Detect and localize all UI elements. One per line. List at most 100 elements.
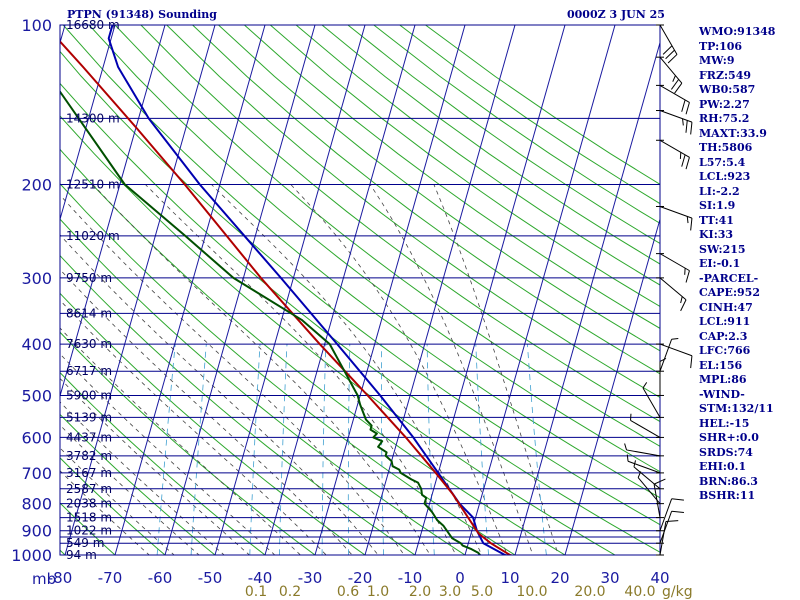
pressure-tick-label: 700 (21, 464, 52, 483)
wind-barb-staff (633, 466, 661, 490)
pressure-tick-label: 200 (21, 176, 52, 195)
isotherm (60, 25, 66, 45)
mixing-ratio-label: 10.0 (516, 584, 547, 600)
mixing-ratio-label: 0.2 (279, 584, 301, 600)
temperature-profile (107, 25, 511, 555)
moist-adiabat (92, 184, 431, 555)
wind-barb-flag (690, 218, 693, 231)
index-item: CAP:2.3 (699, 329, 748, 343)
valid-time: 0000Z 3 JUN 25 (567, 8, 665, 21)
wind-barb-flag (685, 120, 688, 133)
mixing-ratio-line (156, 344, 176, 555)
dry-adiabat (140, 25, 660, 423)
temperature-tick-label: -80 (48, 569, 73, 587)
dry-adiabat (60, 502, 116, 555)
isotherm (0, 13, 18, 566)
mixing-ratio-line (278, 344, 288, 555)
wind-barb-flag (685, 157, 690, 170)
height-label: 14300 m (66, 111, 120, 125)
temperature-tick-label: -50 (198, 569, 223, 587)
height-label: 9750 m (66, 271, 112, 285)
wind-barb-staff (659, 206, 693, 219)
height-label: 2038 m (66, 497, 112, 511)
mixing-ratio-label: 0.6 (337, 584, 359, 600)
height-label: 3782 m (66, 449, 112, 463)
dry-adiabat (62, 25, 660, 499)
wind-barb-flag (686, 216, 689, 224)
wind-barb-flag (662, 45, 673, 55)
moist-adiabat (145, 184, 457, 555)
wind-barb-staff (642, 387, 661, 418)
dry-adiabat (88, 25, 660, 473)
wind-barb (626, 454, 664, 474)
wind-barb (656, 277, 687, 312)
dry-adiabat (60, 115, 616, 555)
moist-adiabat (60, 234, 379, 555)
temperature-tick-label: 20 (550, 569, 569, 587)
wind-barb-flag (690, 355, 693, 369)
index-item: MPL:86 (699, 373, 747, 386)
index-item: STM:132/11 (699, 402, 774, 415)
dry-adiabat (60, 292, 366, 555)
index-item: HEL:-15 (699, 416, 750, 430)
wind-barb-flag (672, 75, 676, 82)
wind-barb-staff (627, 460, 661, 474)
index-item: SW:215 (699, 242, 746, 256)
wind-barb (656, 358, 667, 396)
wind-barb (656, 253, 690, 283)
wind-barb (656, 337, 679, 372)
wind-barb-flag (671, 498, 684, 501)
index-item: FRZ:549 (699, 68, 752, 82)
wind-barb-staff (659, 277, 687, 301)
moist-adiabat (60, 424, 200, 555)
dry-adiabat (269, 25, 660, 308)
wind-barb-flag (685, 102, 690, 115)
index-item: EL:156 (699, 358, 743, 372)
mixing-ratio-line (249, 344, 261, 555)
wind-barb (656, 205, 693, 231)
mixing-ratio-label: 3.0 (439, 584, 461, 600)
index-item: LI:-2.2 (699, 184, 740, 198)
wind-barb-staff (659, 253, 690, 272)
height-label: 1022 m (66, 524, 112, 538)
height-label: 1518 m (66, 511, 112, 525)
wind-barb-flag (626, 454, 629, 462)
dry-adiabat (114, 25, 660, 447)
moist-adiabat (60, 447, 175, 555)
isotherm (60, 25, 166, 398)
isotherm (514, 40, 660, 555)
dry-adiabat (60, 182, 516, 555)
index-item: -WIND- (699, 387, 745, 401)
wind-barb-flag (659, 358, 667, 362)
dry-adiabat (60, 50, 660, 526)
isotherm (314, 25, 466, 555)
wind-barb-staff (659, 139, 690, 158)
wind-barb-staff (659, 56, 683, 84)
index-item: CAPE:952 (699, 286, 760, 299)
dry-adiabat (244, 25, 660, 329)
temperature-tick-label: -40 (248, 569, 273, 587)
mixing-ratio-label: 20.0 (574, 584, 605, 600)
index-item: TT:41 (699, 213, 734, 227)
wind-barb-staff (630, 419, 661, 438)
isotherm (60, 25, 116, 222)
height-label: 3167 m (66, 466, 112, 480)
wind-barb-staff (659, 84, 690, 103)
dry-adiabat (218, 25, 660, 352)
pressure-tick-label: 500 (21, 386, 52, 405)
height-label: 2587 m (66, 482, 112, 496)
isotherm (464, 25, 616, 555)
moist-adiabat (290, 184, 508, 555)
wind-barb-flag (671, 337, 679, 340)
wind-barb-flag (665, 49, 675, 60)
temperature-tick-label: -10 (398, 569, 423, 587)
height-label: 7630 m (66, 337, 112, 351)
wind-barb-flag (665, 520, 679, 523)
height-label: 12510 m (66, 178, 120, 192)
pressure-tick-label: 900 (21, 522, 52, 541)
pressure-tick-label: 1000 (11, 546, 52, 565)
dry-adiabat (60, 413, 216, 555)
pressure-tick-label: 800 (21, 495, 52, 514)
wind-barb-staff (659, 110, 693, 123)
index-item: LCL:923 (699, 170, 751, 183)
